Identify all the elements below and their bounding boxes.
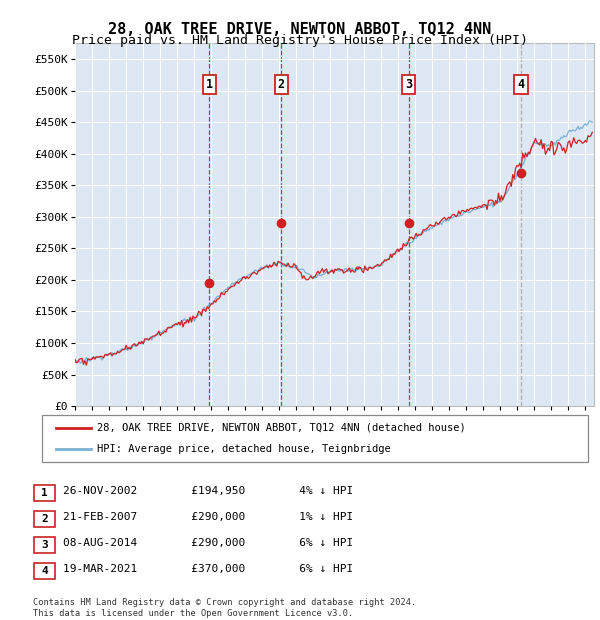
Text: 1: 1 xyxy=(41,487,48,498)
Text: Price paid vs. HM Land Registry's House Price Index (HPI): Price paid vs. HM Land Registry's House … xyxy=(72,34,528,47)
Text: 28, OAK TREE DRIVE, NEWTON ABBOT, TQ12 4NN (detached house): 28, OAK TREE DRIVE, NEWTON ABBOT, TQ12 4… xyxy=(97,423,466,433)
Text: 3: 3 xyxy=(41,539,48,550)
Text: 21-FEB-2007        £290,000        1% ↓ HPI: 21-FEB-2007 £290,000 1% ↓ HPI xyxy=(63,512,353,522)
Text: 4: 4 xyxy=(517,78,524,91)
FancyBboxPatch shape xyxy=(34,511,55,527)
Text: Contains HM Land Registry data © Crown copyright and database right 2024.
This d: Contains HM Land Registry data © Crown c… xyxy=(33,598,416,618)
Text: 2: 2 xyxy=(41,513,48,524)
FancyBboxPatch shape xyxy=(34,485,55,501)
Text: 3: 3 xyxy=(405,78,412,91)
Text: 08-AUG-2014        £290,000        6% ↓ HPI: 08-AUG-2014 £290,000 6% ↓ HPI xyxy=(63,538,353,548)
FancyBboxPatch shape xyxy=(34,537,55,553)
Text: 4: 4 xyxy=(41,565,48,576)
FancyBboxPatch shape xyxy=(34,563,55,579)
Text: HPI: Average price, detached house, Teignbridge: HPI: Average price, detached house, Teig… xyxy=(97,445,391,454)
Text: 26-NOV-2002        £194,950        4% ↓ HPI: 26-NOV-2002 £194,950 4% ↓ HPI xyxy=(63,486,353,496)
FancyBboxPatch shape xyxy=(42,415,588,462)
Text: 28, OAK TREE DRIVE, NEWTON ABBOT, TQ12 4NN: 28, OAK TREE DRIVE, NEWTON ABBOT, TQ12 4… xyxy=(109,22,491,37)
Text: 2: 2 xyxy=(278,78,285,91)
Text: 19-MAR-2021        £370,000        6% ↓ HPI: 19-MAR-2021 £370,000 6% ↓ HPI xyxy=(63,564,353,574)
Text: 1: 1 xyxy=(206,78,213,91)
